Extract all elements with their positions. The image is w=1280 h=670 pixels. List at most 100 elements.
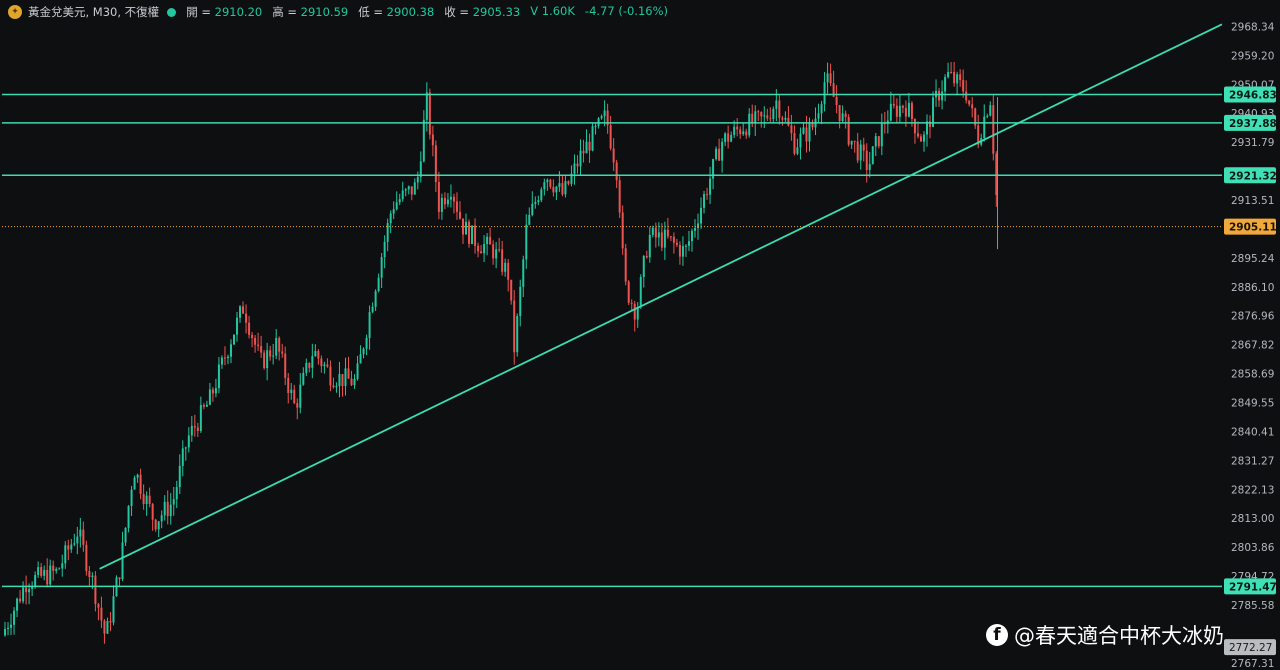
candle-body [100, 607, 103, 621]
candle-body [19, 598, 22, 602]
candle-body [377, 277, 380, 292]
candle-body [977, 125, 980, 145]
candle-body [582, 150, 585, 154]
candle-body [757, 111, 760, 113]
candle-body [844, 113, 847, 117]
candle-body [371, 306, 374, 313]
candle-body [826, 73, 829, 83]
candle-body [612, 148, 615, 163]
candle-body [838, 104, 841, 122]
candle-body [796, 147, 799, 154]
candle-body [160, 515, 163, 522]
candle-body [712, 159, 715, 179]
candle-body [567, 181, 570, 184]
candle-body [865, 150, 868, 171]
candle-body [868, 164, 871, 171]
high-value: 高 = 2910.59 [272, 5, 349, 19]
candle-body [736, 126, 739, 130]
candle-body [690, 230, 693, 242]
candle-body [944, 77, 947, 92]
candle-body [202, 404, 205, 407]
candle-body [245, 313, 248, 323]
candle-body [287, 377, 290, 394]
level-price-tag [1224, 578, 1276, 595]
candle-body [805, 127, 808, 142]
candle-body [46, 569, 49, 585]
candle-body [922, 134, 925, 142]
candle-body [748, 113, 751, 136]
candle-body [769, 118, 772, 120]
candle-body [278, 338, 281, 352]
candle-body [693, 228, 696, 231]
candle-body [266, 350, 269, 369]
candle-body [136, 474, 139, 478]
candle-body [338, 374, 341, 387]
candle-body [353, 378, 356, 386]
candle-body [395, 202, 398, 210]
candle-body [745, 131, 748, 136]
y-tick-label: 2813.00 [1231, 513, 1274, 525]
level-price-tag [1224, 114, 1276, 131]
candle-body [85, 544, 88, 572]
candle-body [730, 134, 733, 142]
symbol-title[interactable]: 黃金兌美元, M30, 不復權 [28, 5, 160, 19]
candle-body [477, 245, 480, 252]
candle-body [892, 103, 895, 106]
candle-body [552, 186, 555, 193]
candle-body [178, 465, 181, 488]
price-axis[interactable]: 2968.342959.202950.072940.932931.792913.… [1222, 0, 1280, 670]
candle-body [594, 125, 597, 127]
y-tick-label: 2867.82 [1231, 340, 1274, 352]
candle-body [513, 300, 516, 353]
y-tick-label: 2876.96 [1231, 311, 1275, 323]
candle-body [564, 181, 567, 195]
ascending-trendline [99, 23, 1223, 570]
candle-body [555, 186, 558, 193]
candle-body [929, 121, 932, 127]
candle-body [437, 181, 440, 212]
candle-body [681, 246, 684, 257]
candle-body [251, 334, 254, 338]
candle-body [597, 118, 600, 126]
y-tick-label: 2822.13 [1231, 484, 1274, 496]
candle-body [522, 259, 525, 287]
candle-body [790, 125, 793, 134]
watermark-text: @春天適合中杯大冰奶 [1014, 624, 1224, 648]
y-tick-label: 2959.20 [1231, 50, 1274, 62]
candle-body [835, 96, 838, 105]
candle-body [639, 276, 642, 308]
candlestick-series [4, 61, 999, 644]
candle-body [431, 134, 434, 146]
candle-body [971, 104, 974, 109]
candle-body [31, 586, 34, 590]
candle-body [344, 368, 347, 386]
candle-body [498, 249, 501, 251]
candle-body [531, 203, 534, 215]
candle-body [127, 505, 130, 528]
candle-body [40, 567, 43, 576]
candle-body [118, 577, 121, 580]
candle-body [883, 123, 886, 125]
candle-body [962, 80, 965, 92]
candle-body [37, 567, 40, 575]
candle-body [458, 211, 461, 219]
candle-body [576, 163, 579, 167]
candle-body [22, 587, 25, 602]
candle-body [853, 140, 856, 142]
candle-body [959, 74, 962, 81]
candle-body [272, 355, 275, 357]
drawn-lines[interactable] [2, 23, 1223, 588]
candle-body [772, 108, 775, 120]
y-tick-label: 2858.69 [1231, 369, 1274, 381]
candle-body [877, 136, 880, 147]
candle-body [624, 248, 627, 282]
candle-body [94, 575, 97, 605]
candle-body [669, 236, 672, 238]
y-tick-label: 2840.41 [1231, 426, 1274, 438]
candle-body [465, 221, 468, 235]
candle-body [284, 353, 287, 378]
candle-body [61, 563, 64, 569]
y-tick-label: 2886.10 [1231, 282, 1274, 294]
candle-body [52, 565, 55, 571]
